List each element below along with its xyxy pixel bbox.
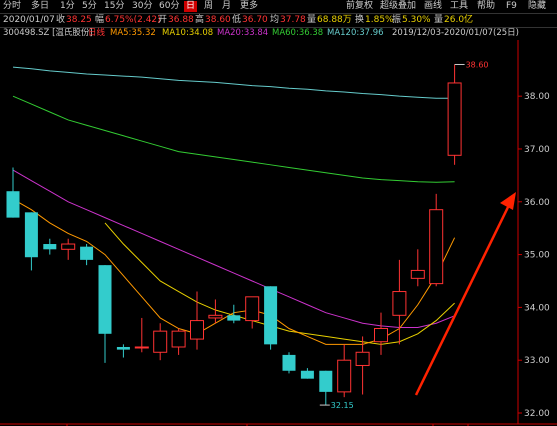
avg-value: 37.78 <box>280 15 306 25</box>
candle-body-up <box>171 330 186 348</box>
ma60-legend: MA60:36.38 <box>272 28 324 38</box>
volume-label: 量 <box>434 15 444 25</box>
candle-body-up <box>61 243 76 250</box>
period-tab-day[interactable]: 日 <box>184 1 198 12</box>
candle-body-down <box>98 265 112 334</box>
ma10-legend: MA10:34.08 <box>162 28 214 38</box>
period-tab-fenshi[interactable]: 分时 <box>3 1 22 11</box>
ma10-line <box>104 222 455 345</box>
draw-line-button[interactable]: 画线 <box>424 1 443 11</box>
candle-body-down <box>24 212 38 258</box>
candlestick-chart[interactable]: 38.00 37.00 36.00 35.00 34.00 33.00 32.00 38.60… <box>0 40 557 426</box>
trend-arrow-shaft <box>414 202 512 396</box>
candle-body-down <box>116 346 130 350</box>
candle-body-down <box>319 370 333 392</box>
y-tick-label: 33.00 <box>524 356 550 366</box>
ma20-legend: MA20:33.84 <box>217 28 269 38</box>
candle-body-down <box>264 286 278 345</box>
candle-body-up <box>374 328 388 343</box>
period-tab-multiday[interactable]: 多日 <box>31 1 50 11</box>
period-tab-15min[interactable]: 15分 <box>104 1 125 11</box>
ma-legend-bar: 300498.SZ [温氏股份] 日线 MA5:35.32 MA10:34.08… <box>0 28 557 40</box>
avg-label: 均 <box>270 15 280 25</box>
candle-body-up <box>208 314 223 319</box>
max-label: 38.60 <box>466 60 489 69</box>
quote-date: 2020/01/07 <box>3 15 55 25</box>
stock-name[interactable]: 300498.SZ [温氏股份] <box>3 28 93 38</box>
date-range: 2019/12/03-2020/01/07(25日) <box>392 28 519 38</box>
change-value: 6.75%(2.42) <box>105 15 161 25</box>
f9-button[interactable]: F9 <box>506 1 517 11</box>
ma120-line <box>12 66 455 99</box>
amplitude-value: 5.30% <box>402 15 431 25</box>
open-value: 36.88 <box>168 15 194 25</box>
amount-label: 量 <box>307 15 317 25</box>
candle-body-down <box>282 354 296 371</box>
candle-body-up <box>447 82 462 156</box>
close-value: 38.25 <box>66 15 92 25</box>
y-tick-label: 38.00 <box>524 92 550 102</box>
y-tick-label: 35.00 <box>524 251 550 261</box>
ma60-line <box>12 95 455 183</box>
trend-arrow-head <box>500 192 516 210</box>
candle-body-down <box>80 246 94 260</box>
candle-body-down <box>227 315 241 321</box>
candle-body-up <box>355 351 370 366</box>
period-tab-5min[interactable]: 5分 <box>82 1 97 11</box>
ma120-legend: MA120:37.96 <box>327 28 384 38</box>
amplitude-label: 振 <box>392 15 402 25</box>
candle-body-down <box>43 244 57 250</box>
min-label: 32.15 <box>331 401 354 410</box>
adjust-button[interactable]: 前复权 <box>346 1 374 11</box>
overlay-button[interactable]: 超级叠加 <box>380 1 417 11</box>
close-label: 收 <box>56 15 66 25</box>
period-tab-month[interactable]: 月 <box>222 1 232 11</box>
candle-body-up <box>337 359 352 393</box>
candle-body-up <box>153 330 168 353</box>
y-tick-label: 32.00 <box>524 409 550 419</box>
y-tick-label: 37.00 <box>524 145 550 155</box>
amount-value: 68.88万 <box>317 15 352 25</box>
period-tab-more[interactable]: 更多 <box>240 1 259 11</box>
change-label: 幅 <box>95 15 105 25</box>
turnover-value: 1.85% <box>365 15 394 25</box>
candle-body-up <box>410 269 425 279</box>
high-value: 38.60 <box>205 15 231 25</box>
turnover-label: 换 <box>355 15 365 25</box>
period-tab-1min[interactable]: 1分 <box>60 1 75 11</box>
period-tab-week[interactable]: 周 <box>204 1 214 11</box>
y-tick-label: 36.00 <box>524 198 550 208</box>
candle-body-up <box>392 291 407 316</box>
open-label: 开 <box>158 15 168 25</box>
candle-body-up <box>190 320 204 340</box>
quote-info-bar: 2020/01/07 收 38.25 幅 6.75%(2.42) 开 36.88… <box>0 14 557 28</box>
tools-button[interactable]: 工具 <box>450 1 469 11</box>
candle-body-up <box>245 296 260 322</box>
line-type-label[interactable]: 日线 <box>88 28 106 38</box>
period-tab-60min[interactable]: 60分 <box>159 1 180 11</box>
ma5-legend: MA5:35.32 <box>110 28 156 38</box>
ma20-line <box>12 169 455 328</box>
volume-value: 26.0亿 <box>444 15 474 25</box>
candle-body-down <box>6 191 20 218</box>
low-value: 36.70 <box>242 15 268 25</box>
hide-button[interactable]: 隐藏 <box>528 1 547 11</box>
low-label: 低 <box>232 15 242 25</box>
toolbar: 分时 多日 1分 5分 15分 30分 60分 日 周 月 更多 前复权 超级叠… <box>0 0 557 14</box>
high-label: 高 <box>195 15 205 25</box>
candle-body-down <box>300 370 314 379</box>
help-button[interactable]: 帮助 <box>477 1 496 11</box>
period-tab-30min[interactable]: 30分 <box>132 1 153 11</box>
y-tick-label: 34.00 <box>524 303 550 313</box>
candle-body-up <box>429 209 444 285</box>
candle-body-up <box>134 346 149 349</box>
